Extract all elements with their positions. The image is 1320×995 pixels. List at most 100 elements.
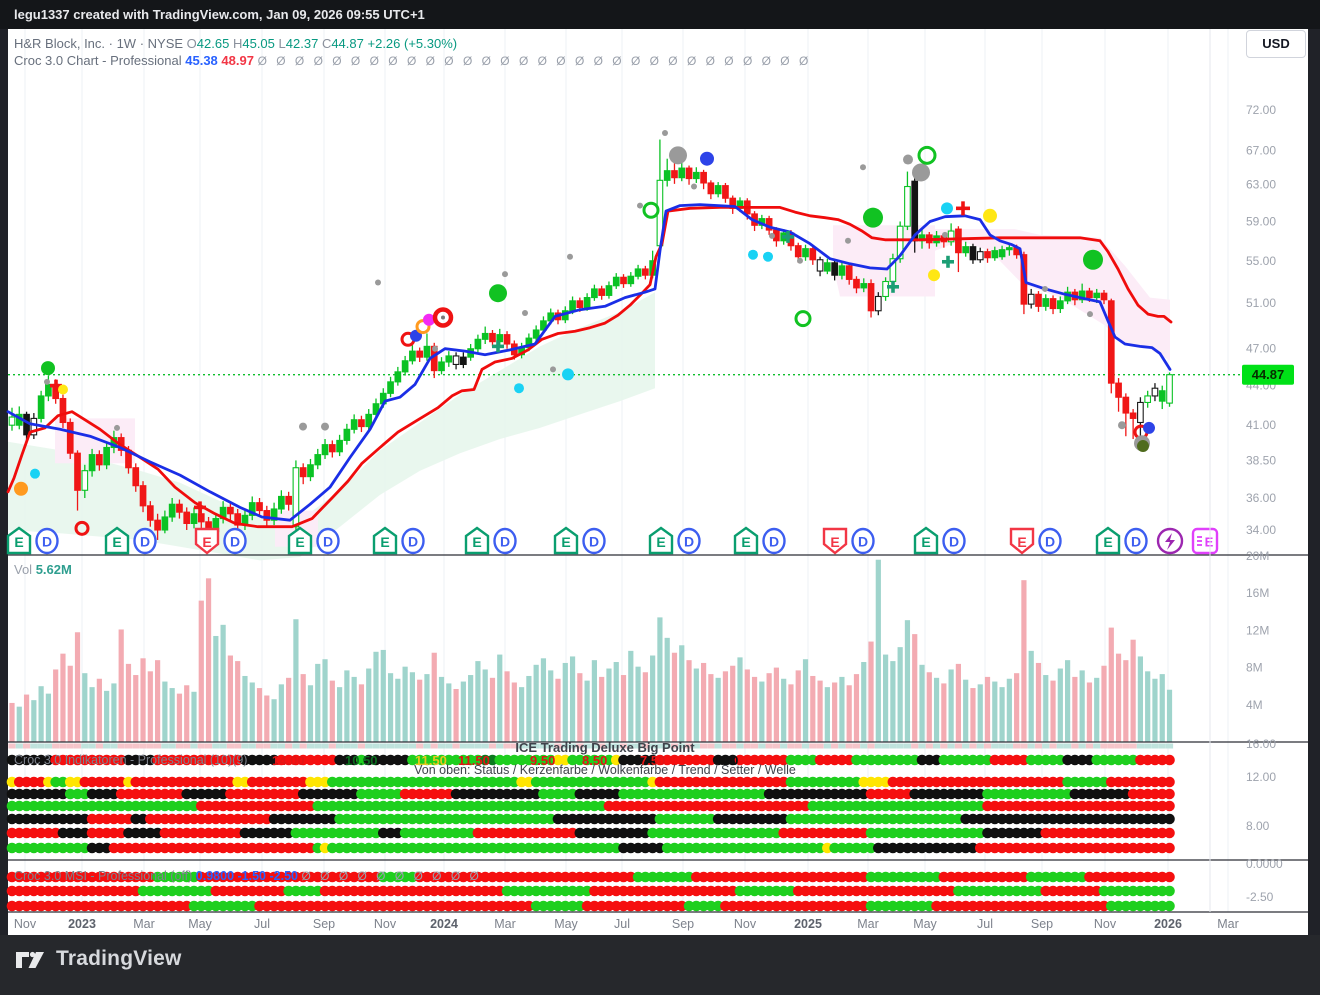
svg-text:Mar: Mar [133,917,155,931]
tradingview-logo-text: TradingView [56,947,182,970]
svg-text:E: E [1205,535,1214,550]
svg-text:2026: 2026 [1154,917,1182,931]
overlay-phi-values: Ø Ø Ø Ø Ø Ø Ø Ø Ø Ø Ø Ø Ø Ø Ø Ø Ø Ø Ø Ø … [257,54,812,68]
volume-label: Vol [14,562,33,577]
event-badge-e-red: E [194,527,220,555]
svg-text:D: D [949,534,959,550]
svg-text:D: D [589,534,599,550]
svg-text:36.00: 36.00 [1246,491,1276,505]
svg-text:Mar: Mar [857,917,879,931]
ohlc-close-value: 44.87 [331,36,364,51]
svg-text:E: E [741,534,750,550]
svg-text:0.0000: 0.0000 [1246,857,1283,871]
event-badge-d: D [35,527,59,555]
svg-text:12M: 12M [1246,623,1269,637]
volume-layer [9,559,1173,742]
event-badge-d: D [851,527,875,555]
overlay-indicator-title[interactable]: Croc 3.0 Chart - Professional [14,53,182,68]
ohlc-open-label: O [186,36,197,51]
svg-text:Nov: Nov [1094,917,1117,931]
svg-text:E: E [921,534,930,550]
svg-text:7.50: 7.50 [640,753,665,768]
event-badge-d: D [401,527,425,555]
svg-text:59.00: 59.00 [1246,214,1276,228]
svg-text:72.00: 72.00 [1246,103,1276,117]
event-badge-d: D [942,527,966,555]
svg-text:Mar: Mar [494,917,516,931]
event-badge-e-green: E [104,526,130,555]
svg-text:4M: 4M [1246,698,1263,712]
svg-text:14.00: 14.00 [272,753,305,768]
signal-markers-layer [14,130,1155,536]
wave-e-badge: E [1191,527,1219,555]
svg-text:D: D [140,534,150,550]
svg-text:E: E [202,534,211,550]
svg-text:2025: 2025 [794,917,822,931]
event-badge-d: D [223,527,247,555]
svg-text:41.00: 41.00 [1246,418,1276,432]
event-badge-d: D [1124,527,1148,555]
flash-badge [1156,527,1184,555]
svg-text:E: E [656,534,665,550]
msi-legend[interactable]: Croc 3.0 MSI - Professional (off) 0.9800… [14,869,482,883]
msi-dots-layer [6,871,1175,912]
bigpoint-subtitle: Von oben: Status / Kerzenfarbe / Wolkenf… [414,763,796,777]
event-badge-d: D [762,527,786,555]
volume-legend[interactable]: Vol 5.62M [14,562,72,577]
svg-text:63.00: 63.00 [1246,178,1276,192]
svg-text:D: D [858,534,868,550]
svg-text:2024: 2024 [430,917,458,931]
time-scale[interactable]: Nov 2023 Mar May Jul Sep Nov 2024 Mar May Jul Sep No… [14,917,1239,931]
svg-text:E: E [380,534,389,550]
svg-text:Sep: Sep [313,917,335,931]
svg-text:E: E [14,534,23,550]
svg-text:47.00: 47.00 [1246,342,1276,356]
event-badge-d: D [582,527,606,555]
event-badge-e-red: E [1009,527,1035,555]
overlay-value-blue: 45.38 [185,53,218,68]
bigpoint-dots-layer: 14.00 10.50 11.50 11.50 9.50 8.50 7.50 6.50 [6,743,1175,854]
svg-text:11.50: 11.50 [458,753,490,768]
svg-text:D: D [323,534,333,550]
tradingview-logo[interactable]: TradingView [14,946,182,972]
svg-text:38.50: 38.50 [1246,453,1276,467]
symbol-title[interactable]: H&R Block, Inc. · 1W · NYSE [14,36,184,51]
svg-text:10.50: 10.50 [345,753,378,768]
event-badge-e-green: E [1095,526,1121,555]
bigpoint-legend[interactable]: Croc 3.0 Indikatoren - Professional (10)… [14,753,248,767]
bigpoint-title: ICE Trading Deluxe Big Point [515,740,695,755]
svg-text:D: D [769,534,779,550]
event-badge-e-green: E [733,526,759,555]
ohlc-high-value: 45.05 [242,36,275,51]
currency-button[interactable]: USD [1246,30,1306,58]
msi-title[interactable]: Croc 3.0 MSI - Professional (off) [14,869,193,883]
svg-text:-2.50: -2.50 [1246,890,1274,904]
msi-value-1: 0.9800 [195,869,235,883]
event-badge-e-green: E [287,526,313,555]
ohlc-low-label: L [278,36,286,51]
price-scale[interactable]: 72.0067.0063.0059.0055.0051.0047.0044.00… [1246,103,1283,904]
svg-text:12.00: 12.00 [1246,770,1276,784]
svg-text:May: May [913,917,937,931]
svg-text:Mar: Mar [1217,917,1239,931]
svg-text:67.00: 67.00 [1246,143,1276,157]
svg-text:D: D [684,534,694,550]
svg-text:E: E [295,534,304,550]
svg-text:E: E [1017,534,1026,550]
event-badge-d: D [316,527,340,555]
svg-text:Sep: Sep [1031,917,1053,931]
overlay-indicator-legend[interactable]: Croc 3.0 Chart - Professional 45.38 48.9… [14,53,811,68]
svg-text:Jul: Jul [614,917,630,931]
msi-value-3: -2.50 [269,869,299,883]
volume-value: 5.62M [35,562,72,577]
candles-layer [8,139,1173,544]
svg-text:E: E [472,534,481,550]
event-badge-e-green: E [464,526,490,555]
svg-text:34.00: 34.00 [1246,523,1276,537]
symbol-header[interactable]: H&R Block, Inc. · 1W · NYSE O42.65 H45.0… [14,36,457,51]
svg-text:8.00: 8.00 [1246,819,1270,833]
msi-value-2: -1.50 [237,869,267,883]
svg-text:E: E [561,534,570,550]
